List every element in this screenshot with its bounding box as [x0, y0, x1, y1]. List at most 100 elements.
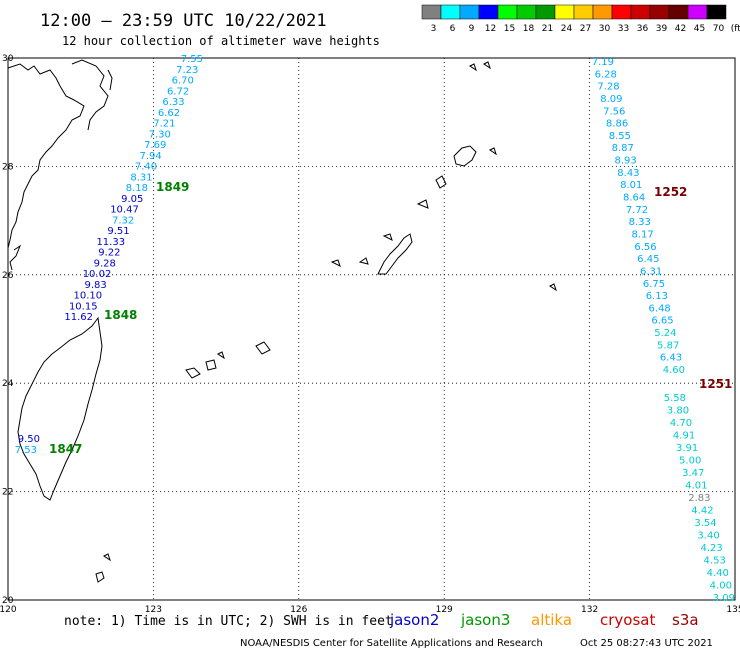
wave-height-value: 6.65 [651, 316, 673, 327]
wave-height-value: 6.28 [595, 69, 617, 80]
wave-height-value: 9.51 [107, 226, 129, 237]
lat-tick-label: 24 [2, 379, 14, 389]
lon-tick-label: 132 [581, 605, 598, 615]
wave-height-value: 10.47 [110, 205, 139, 216]
lat-tick-label: 30 [2, 54, 14, 64]
wave-height-value: 7.30 [149, 129, 171, 140]
coastlines [7, 59, 557, 583]
wave-height-value: 8.93 [614, 156, 636, 167]
color-swatch [421, 4, 442, 20]
wave-height-value: 2.83 [688, 493, 710, 504]
mission-name: jason3 [460, 611, 510, 629]
lat-tick-label: 20 [2, 596, 14, 606]
lat-tick-label: 26 [2, 271, 14, 281]
mission-name: jason2 [389, 611, 439, 629]
wave-height-value: 9.50 [18, 434, 40, 445]
wave-height-value: 6.13 [646, 291, 668, 302]
wave-height-value: 7.19 [592, 57, 614, 68]
wave-height-value: 7.72 [626, 205, 648, 216]
track-label: 1849 [156, 180, 189, 194]
color-scale-label: 24 [561, 24, 573, 34]
lon-tick-label: 135 [726, 605, 740, 615]
wave-height-value: 8.87 [612, 143, 634, 154]
generated-timestamp: Oct 25 08:27:43 UTC 2021 [580, 638, 713, 649]
color-swatch [478, 4, 499, 20]
wave-height-value: 4.53 [704, 556, 726, 567]
wave-height-value: 4.40 [707, 568, 729, 579]
wave-height-value: 11.33 [96, 237, 125, 248]
color-swatch [611, 4, 632, 20]
wave-height-value: 8.09 [600, 94, 622, 105]
color-swatch [440, 4, 461, 20]
wave-height-value: 4.42 [691, 506, 713, 517]
color-scale-label: 45 [694, 24, 705, 34]
lon-tick-label: 123 [145, 605, 162, 615]
lon-tick-label: 120 [0, 605, 17, 615]
map-subtitle: 12 hour collection of altimeter wave hei… [62, 34, 380, 48]
map-frame [7, 57, 736, 601]
yaeyama-islands [185, 367, 201, 379]
china-coastline [7, 63, 85, 249]
color-scale-label: 12 [485, 24, 496, 34]
wave-height-value: 6.45 [637, 254, 659, 265]
color-scale-label: (ft) [731, 24, 740, 34]
axis-labels: 120 123 126 129 132 135 30 28 26 24 22 20 [0, 54, 740, 615]
mission-legend: jason2 jason3 altika cryosat s3a [389, 611, 699, 629]
wave-height-value: 7.94 [139, 151, 161, 162]
wave-height-value: 6.70 [172, 76, 194, 87]
wave-height-value: 8.64 [623, 193, 645, 204]
wave-height-value: 5.87 [657, 340, 679, 351]
track-label: 1848 [104, 308, 137, 322]
color-scale-label: 36 [637, 24, 649, 34]
wave-height-value: 8.55 [609, 131, 631, 142]
wave-height-value: 8.86 [606, 119, 628, 130]
wave-height-value: 9.22 [98, 248, 120, 259]
wave-height-value: 4.01 [685, 481, 707, 492]
color-swatch [687, 4, 708, 20]
wave-height-value: 4.70 [670, 418, 692, 429]
wave-height-value: 7.32 [112, 215, 134, 226]
wave-height-value: 7.23 [176, 65, 198, 76]
wave-height-value: 5.24 [654, 328, 676, 339]
mission-name: altika [531, 611, 572, 629]
wave-height-value: 6.33 [162, 97, 184, 108]
wave-height-value: 3.09 [713, 593, 735, 604]
wave-height-value: 8.43 [617, 168, 639, 179]
lon-tick-label: 126 [290, 605, 307, 615]
color-swatch [573, 4, 594, 20]
wave-height-value: 8.01 [620, 180, 642, 191]
color-swatch [535, 4, 556, 20]
wave-height-value: 7.53 [15, 445, 37, 456]
color-scale-label: 9 [469, 24, 475, 34]
track-label: 1252 [654, 185, 687, 199]
mission-name: cryosat [600, 611, 655, 629]
wave-height-value: 10.15 [69, 301, 98, 312]
wave-height-value: 3.47 [682, 468, 704, 479]
color-scale-label: 3 [431, 24, 437, 34]
mission-name: s3a [672, 611, 699, 629]
footer-note: note: 1) Time is in UTC; 2) SWH is in fe… [64, 614, 393, 629]
wave-height-value: 6.31 [640, 266, 662, 277]
color-scale-label: 27 [580, 24, 591, 34]
altimeter-tracks: 7.557.236.706.726.336.627.217.307.697.94… [15, 54, 735, 604]
wave-height-value: 6.75 [643, 279, 665, 290]
wave-height-value: 10.02 [83, 269, 112, 280]
wave-height-value: 5.58 [664, 393, 686, 404]
wave-height-value: 6.43 [660, 353, 682, 364]
color-scale-label: 18 [523, 24, 535, 34]
wave-height-value: 4.23 [700, 543, 722, 554]
wave-height-value: 6.48 [649, 303, 671, 314]
color-scale-label: 15 [504, 24, 515, 34]
color-scale-label: 33 [618, 24, 629, 34]
color-scale-label: 21 [542, 24, 553, 34]
wave-height-value: 9.05 [121, 194, 143, 205]
wave-height-value: 3.80 [667, 406, 689, 417]
color-swatch [516, 4, 537, 20]
tokara-islands [453, 145, 477, 167]
wave-height-value: 9.83 [84, 280, 106, 291]
track-label: 1251 [699, 377, 732, 391]
color-swatch [706, 4, 727, 20]
lon-tick-label: 129 [436, 605, 453, 615]
wave-height-value: 7.21 [153, 119, 175, 130]
